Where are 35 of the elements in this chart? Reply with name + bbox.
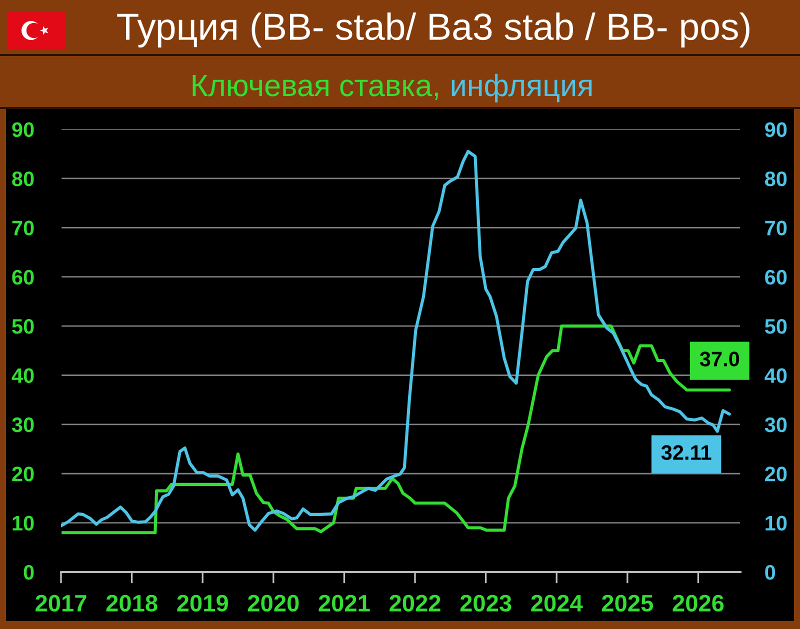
x-tick-label: 2019 bbox=[177, 594, 228, 612]
y-tick-label: 0 bbox=[24, 565, 34, 580]
y-tick-label: 80 bbox=[12, 171, 34, 186]
x-tick-label: 2026 bbox=[672, 594, 724, 612]
y2-tick-label: 60 bbox=[765, 270, 787, 285]
y2-tick-label: 90 bbox=[765, 122, 787, 138]
y2-tick-label: 10 bbox=[766, 516, 787, 531]
y2-tick-label: 70 bbox=[765, 220, 787, 236]
y-tick-label: 70 bbox=[12, 220, 34, 236]
data-label: 37.0 bbox=[700, 352, 740, 366]
y-tick-label: 10 bbox=[12, 516, 34, 531]
y2-tick-label: 20 bbox=[765, 466, 787, 482]
y2-tick-label: 0 bbox=[765, 565, 776, 580]
y-tick-label: 40 bbox=[12, 368, 34, 383]
x-tick-label: 2024 bbox=[531, 594, 583, 612]
series-label: инфляция bbox=[452, 74, 592, 102]
text: Ключевая ставка, bbox=[192, 75, 438, 100]
x-tick-label: 2018 bbox=[106, 594, 158, 612]
y-tick-label: 30 bbox=[12, 417, 34, 432]
x-tick-label: 2017 bbox=[36, 594, 86, 612]
x-tick-label: 2022 bbox=[390, 594, 440, 612]
x-tick-label: 2021 bbox=[318, 594, 370, 612]
y2-tick-label: 80 bbox=[764, 171, 787, 186]
y2-tick-label: 30 bbox=[764, 417, 787, 432]
y-tick-label: 60 bbox=[12, 270, 34, 285]
y-tick-label: 50 bbox=[12, 319, 34, 334]
y-tick-label: 20 bbox=[12, 466, 34, 482]
y-tick-label: 90 bbox=[12, 122, 34, 138]
x-tick-label: 2023 bbox=[460, 594, 512, 612]
x-tick-label: 2020 bbox=[248, 594, 299, 612]
y2-tick-label: 40 bbox=[764, 368, 787, 383]
x-tick-label: 2025 bbox=[602, 594, 654, 612]
y2-tick-label: 50 bbox=[764, 319, 787, 334]
chart-title: Турция (BB- stab/ Ba3 stab / BB- pos) bbox=[117, 12, 750, 48]
data-label: 32.11 bbox=[661, 445, 712, 460]
